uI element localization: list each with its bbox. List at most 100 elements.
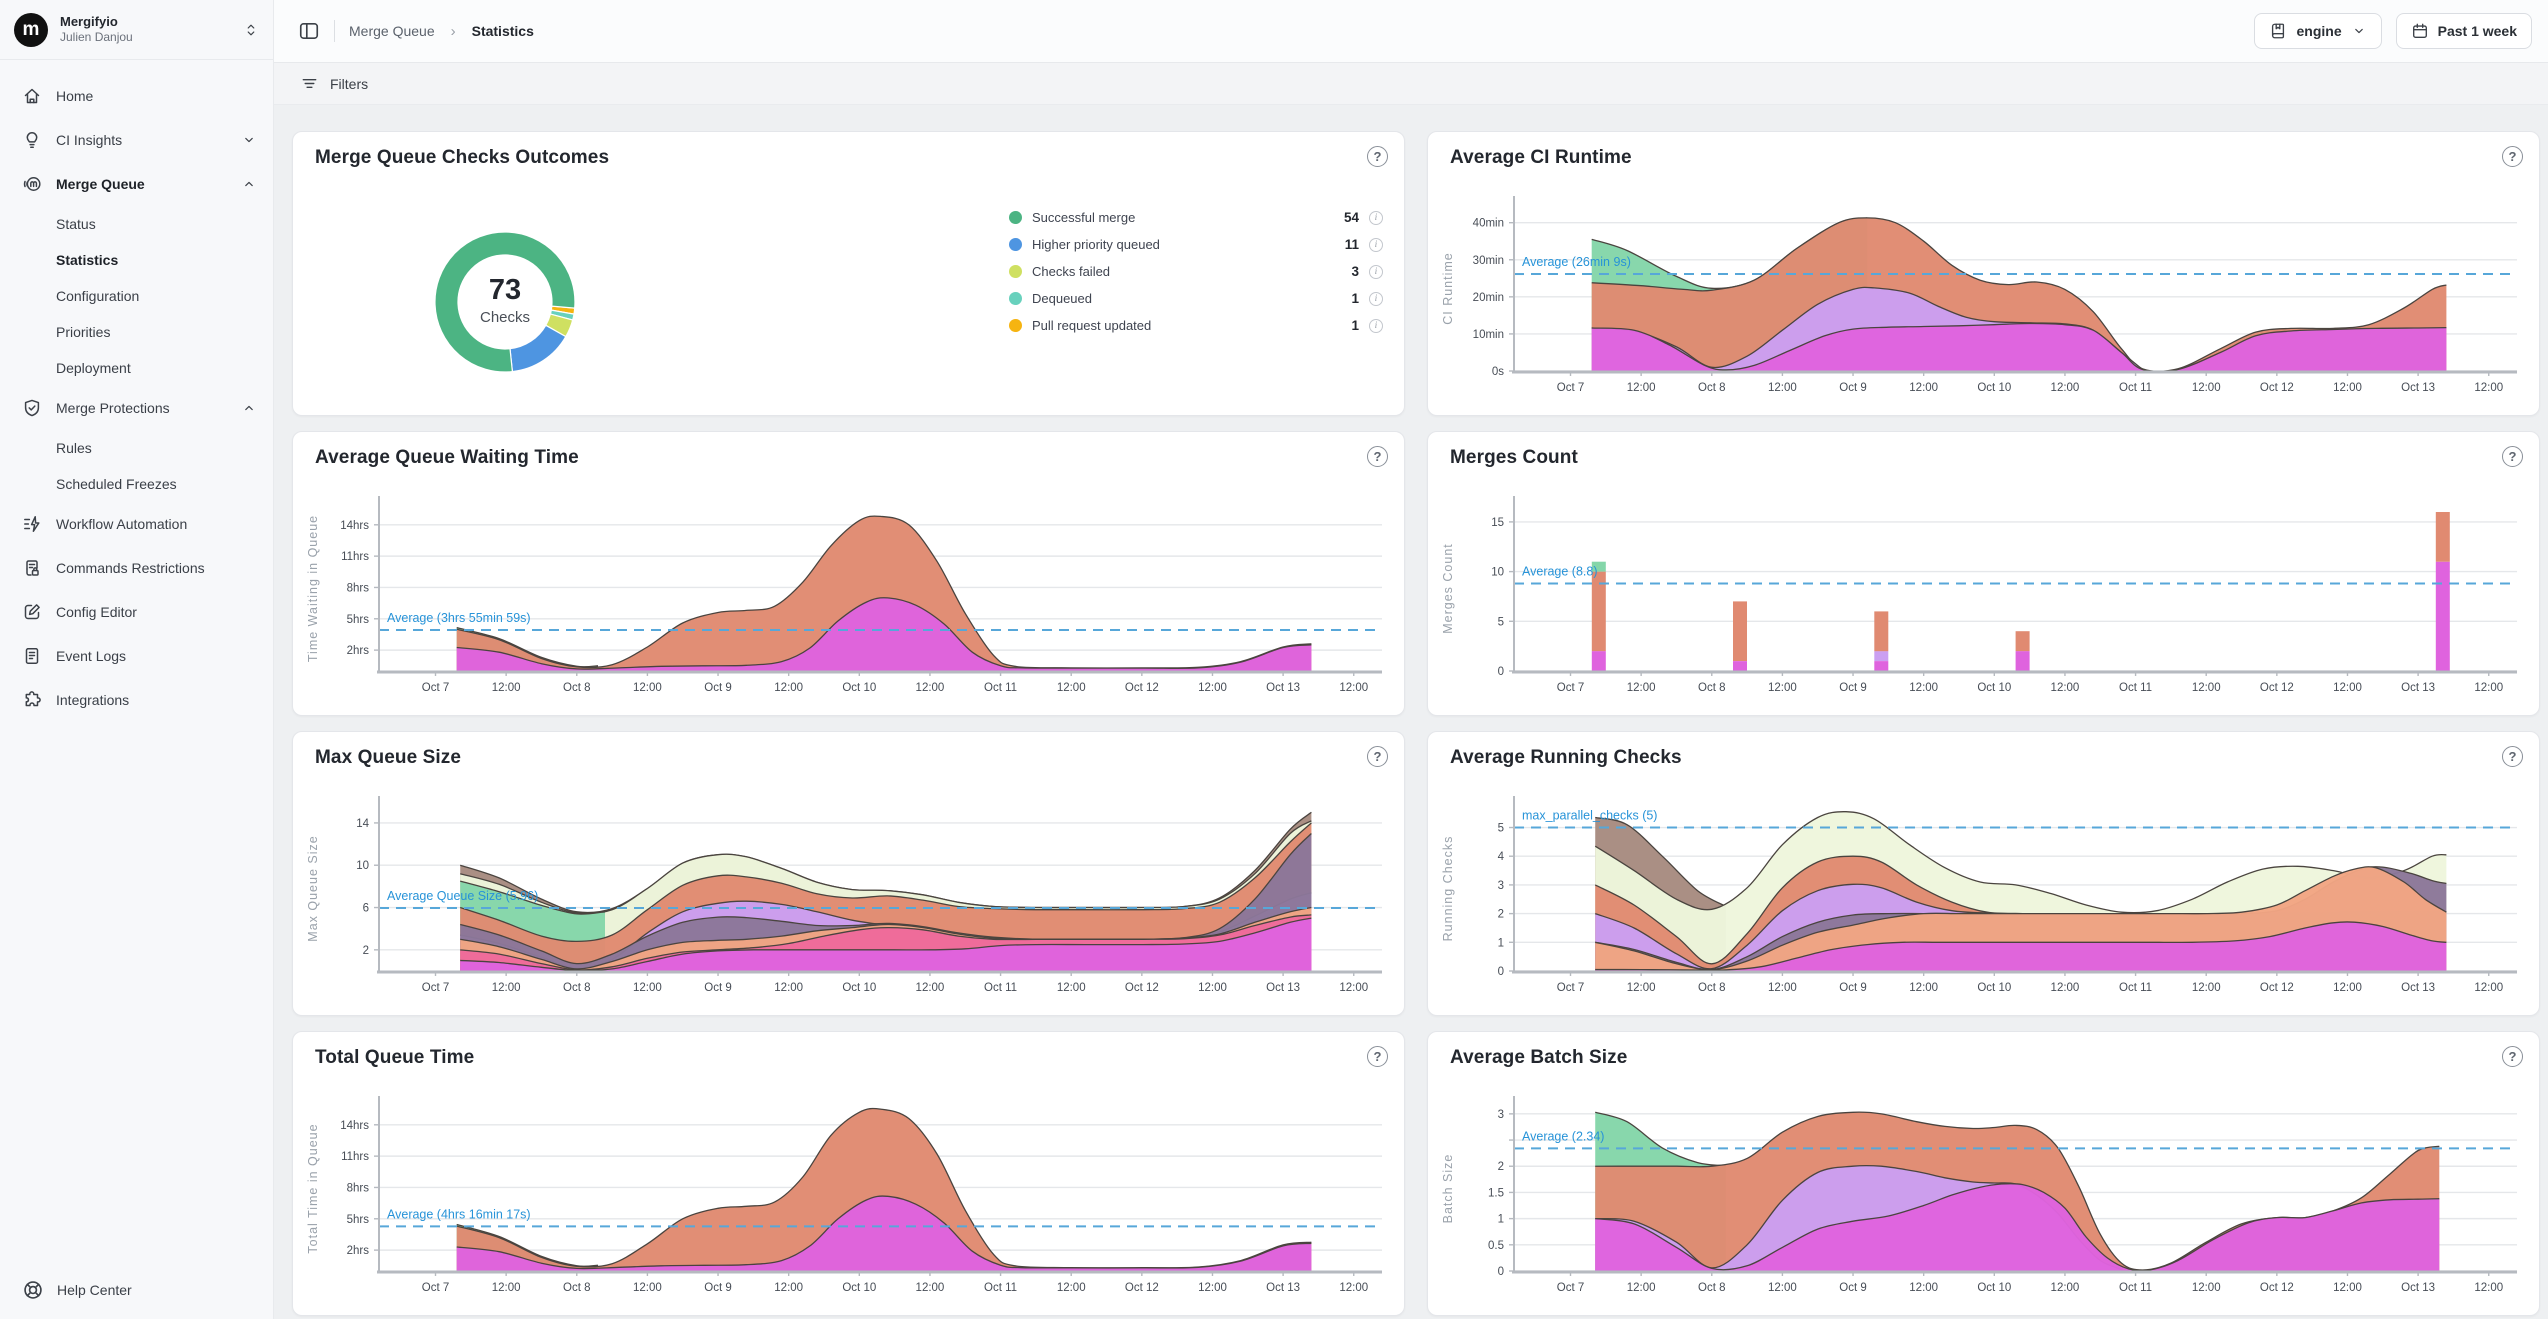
help-icon[interactable]: ? xyxy=(1367,446,1388,467)
integrations-icon xyxy=(22,690,42,710)
svg-text:Oct 10: Oct 10 xyxy=(842,1282,876,1294)
help-icon[interactable]: ? xyxy=(2502,446,2523,467)
sidebar-toggle-icon[interactable] xyxy=(298,20,320,42)
legend-value: 11 xyxy=(1345,237,1359,252)
svg-text:12:00: 12:00 xyxy=(916,1282,945,1294)
sidebar-item-scheduled-freezes[interactable]: Scheduled Freezes xyxy=(0,466,273,502)
svg-text:Oct 12: Oct 12 xyxy=(1125,682,1159,694)
svg-text:10min: 10min xyxy=(1473,329,1504,341)
svg-text:Oct 13: Oct 13 xyxy=(2401,682,2435,694)
sidebar-item-integrations[interactable]: Integrations xyxy=(0,678,273,722)
svg-text:8hrs: 8hrs xyxy=(347,582,370,594)
bar-segment xyxy=(2436,562,2450,671)
sidebar-item-merge-protections[interactable]: Merge Protections xyxy=(0,386,273,430)
sidebar-item-workflow-automation[interactable]: Workflow Automation xyxy=(0,502,273,546)
chevron-down-icon xyxy=(241,132,257,148)
sidebar-item-statistics[interactable]: Statistics xyxy=(0,242,273,278)
book-icon xyxy=(2269,22,2287,40)
sidebar-item-merge-queue[interactable]: Merge Queue xyxy=(0,162,273,206)
help-icon[interactable]: ? xyxy=(1367,1046,1388,1067)
svg-text:12:00: 12:00 xyxy=(1627,1282,1656,1294)
info-icon[interactable]: i xyxy=(1369,292,1383,306)
chart-total-queue-time: 2hrs5hrs8hrs11hrs14hrsOct 712:00Oct 812:… xyxy=(293,1032,1406,1317)
sidebar-item-status[interactable]: Status xyxy=(0,206,273,242)
svg-text:12:00: 12:00 xyxy=(1768,682,1797,694)
help-icon[interactable]: ? xyxy=(1367,146,1388,167)
card-title-total-queue-time: Total Queue Time xyxy=(315,1047,474,1069)
sidebar-item-priorities[interactable]: Priorities xyxy=(0,314,273,350)
sidebar-item-config-editor[interactable]: Config Editor xyxy=(0,590,273,634)
svg-text:12:00: 12:00 xyxy=(492,982,521,994)
help-center-link[interactable]: Help Center xyxy=(22,1279,132,1301)
breadcrumb-separator-icon: › xyxy=(451,23,456,40)
card-running-checks: 012345Oct 712:00Oct 812:00Oct 912:00Oct … xyxy=(1427,731,2540,1016)
info-icon[interactable]: i xyxy=(1369,265,1383,279)
legend-item-pull-request-updated: Pull request updated1i xyxy=(1009,312,1383,339)
legend-label: Higher priority queued xyxy=(1032,237,1335,252)
svg-text:Oct 8: Oct 8 xyxy=(1698,382,1725,394)
svg-text:Oct 13: Oct 13 xyxy=(1266,1282,1300,1294)
svg-text:12:00: 12:00 xyxy=(1909,382,1938,394)
org-select-icon xyxy=(243,22,259,38)
org-switcher[interactable]: m Mergifyio Julien Danjou xyxy=(0,0,273,60)
sidebar-item-configuration[interactable]: Configuration xyxy=(0,278,273,314)
info-icon[interactable]: i xyxy=(1369,238,1383,252)
svg-text:Oct 10: Oct 10 xyxy=(1977,382,2011,394)
svg-text:12:00: 12:00 xyxy=(774,682,803,694)
sidebar-item-event-logs[interactable]: Event Logs xyxy=(0,634,273,678)
svg-text:Oct 10: Oct 10 xyxy=(842,682,876,694)
help-icon[interactable]: ? xyxy=(2502,1046,2523,1067)
help-icon[interactable]: ? xyxy=(1367,746,1388,767)
svg-text:12:00: 12:00 xyxy=(1909,982,1938,994)
svg-text:12:00: 12:00 xyxy=(1198,1282,1227,1294)
svg-text:Oct 8: Oct 8 xyxy=(563,1282,590,1294)
svg-text:3: 3 xyxy=(1498,880,1504,892)
svg-text:11hrs: 11hrs xyxy=(341,1151,369,1163)
workflow-automation-icon xyxy=(22,514,42,534)
sidebar-item-deployment[interactable]: Deployment xyxy=(0,350,273,386)
legend-label: Dequeued xyxy=(1032,291,1341,306)
svg-text:14hrs: 14hrs xyxy=(340,520,369,532)
sidebar-item-commands-restrictions[interactable]: Commands Restrictions xyxy=(0,546,273,590)
help-icon[interactable]: ? xyxy=(2502,146,2523,167)
info-icon[interactable]: i xyxy=(1369,211,1383,225)
svg-text:Average (3hrs 55min 59s): Average (3hrs 55min 59s) xyxy=(387,611,531,625)
info-icon[interactable]: i xyxy=(1369,319,1383,333)
svg-text:12:00: 12:00 xyxy=(1627,982,1656,994)
time-range-button[interactable]: Past 1 week xyxy=(2396,13,2532,49)
svg-text:Oct 7: Oct 7 xyxy=(1557,1282,1584,1294)
svg-text:3: 3 xyxy=(1498,1109,1504,1121)
sidebar-item-rules[interactable]: Rules xyxy=(0,430,273,466)
svg-text:1.5: 1.5 xyxy=(1488,1187,1504,1199)
donut-center: 73Checks xyxy=(435,274,575,326)
chart-max-queue-size: 261014Oct 712:00Oct 812:00Oct 912:00Oct … xyxy=(293,732,1406,1017)
breadcrumb-merge-queue[interactable]: Merge Queue xyxy=(349,23,435,39)
chevron-down-icon xyxy=(2351,23,2367,39)
svg-text:Oct 11: Oct 11 xyxy=(984,1282,1017,1294)
svg-text:Oct 11: Oct 11 xyxy=(2119,982,2152,994)
bar-segment xyxy=(1874,651,1888,661)
merge-queue-icon xyxy=(22,174,42,194)
card-merges-count: 051015Oct 712:00Oct 812:00Oct 912:00Oct … xyxy=(1427,431,2540,716)
svg-text:4: 4 xyxy=(1498,851,1505,863)
svg-text:12:00: 12:00 xyxy=(1768,982,1797,994)
svg-text:12:00: 12:00 xyxy=(1057,1282,1086,1294)
svg-text:12:00: 12:00 xyxy=(1057,982,1086,994)
svg-text:12:00: 12:00 xyxy=(1909,1282,1938,1294)
repository-selector-button[interactable]: engine xyxy=(2254,13,2381,49)
sidebar-item-home[interactable]: Home xyxy=(0,74,273,118)
filters-bar[interactable]: Filters xyxy=(274,63,2548,105)
svg-text:Oct 12: Oct 12 xyxy=(1125,1282,1159,1294)
svg-text:Oct 13: Oct 13 xyxy=(2401,982,2435,994)
svg-text:12:00: 12:00 xyxy=(774,982,803,994)
svg-text:Oct 7: Oct 7 xyxy=(422,1282,449,1294)
svg-text:Oct 12: Oct 12 xyxy=(2260,682,2294,694)
donut-total: 73 xyxy=(435,274,575,307)
bar-segment xyxy=(1874,661,1888,671)
svg-text:Oct 10: Oct 10 xyxy=(1977,982,2011,994)
svg-text:Max Queue Size: Max Queue Size xyxy=(306,835,320,941)
legend-dot xyxy=(1009,265,1022,278)
sidebar-item-ci-insights[interactable]: CI Insights xyxy=(0,118,273,162)
svg-text:12:00: 12:00 xyxy=(1768,1282,1797,1294)
help-icon[interactable]: ? xyxy=(2502,746,2523,767)
